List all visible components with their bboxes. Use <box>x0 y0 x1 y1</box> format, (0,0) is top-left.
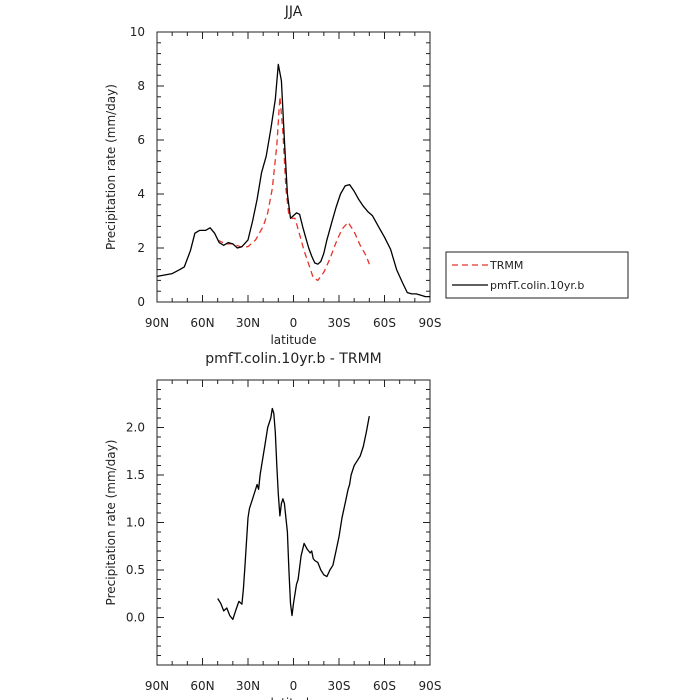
plot2-series-line-1 <box>217 407 370 621</box>
plot2-x-tick-label: 60S <box>373 679 396 693</box>
legend-label: pmfT.colin.10yr.b <box>490 279 584 292</box>
plot1-series-line-1 <box>217 96 370 282</box>
plot1-x-axis-label: latitude <box>270 333 316 347</box>
plot1-y-tick-label: 8 <box>137 79 145 93</box>
plot1-y-tick-label: 2 <box>137 241 145 255</box>
plot2-x-tick-label: 0 <box>290 679 298 693</box>
plot2-y-tick-label: 1.5 <box>126 468 145 482</box>
legend-box <box>445 251 629 299</box>
plot1-series-line-2 <box>156 63 430 298</box>
plot1-x-tick-label: 90S <box>419 316 442 330</box>
plot2-y-axis-label: Precipitation rate (mm/day) <box>104 440 118 606</box>
plot2-x-tick-label: 90N <box>145 679 169 693</box>
plot2-y-tick-label: 0.0 <box>126 611 145 625</box>
legend-label: TRMM <box>489 259 523 272</box>
plot1-y-axis-label: Precipitation rate (mm/day) <box>104 84 118 250</box>
plot1-y-tick-label: 4 <box>137 187 145 201</box>
plot1-x-tick-label: 30N <box>236 316 260 330</box>
plot1-x-tick-label: 0 <box>290 316 298 330</box>
plot1-y-tick-label: 0 <box>137 295 145 309</box>
plot1-title: JJA <box>284 4 303 20</box>
plot2-x-tick-label: 30N <box>236 679 260 693</box>
plot2-y-tick-label: 0.5 <box>126 563 145 577</box>
plot1-frame <box>156 31 431 303</box>
plot2-frame <box>156 379 431 666</box>
plot1-x-tick-label: 90N <box>145 316 169 330</box>
plot2-y-tick-label: 1.0 <box>126 516 145 530</box>
plot1-y-tick-label: 10 <box>130 25 145 39</box>
plot2-x-axis-label: latitude <box>270 696 316 700</box>
plot2-x-tick-label: 90S <box>419 679 442 693</box>
plot2-x-tick-label: 60N <box>190 679 214 693</box>
plot2-title: pmfT.colin.10yr.b - TRMM <box>205 351 381 367</box>
plot2-y-tick-label: 2.0 <box>126 421 145 435</box>
plot2-x-tick-label: 30S <box>328 679 351 693</box>
plot1-x-tick-label: 60N <box>190 316 214 330</box>
plot1-y-tick-label: 6 <box>137 133 145 147</box>
plot1-x-tick-label: 30S <box>328 316 351 330</box>
plot1-x-tick-label: 60S <box>373 316 396 330</box>
